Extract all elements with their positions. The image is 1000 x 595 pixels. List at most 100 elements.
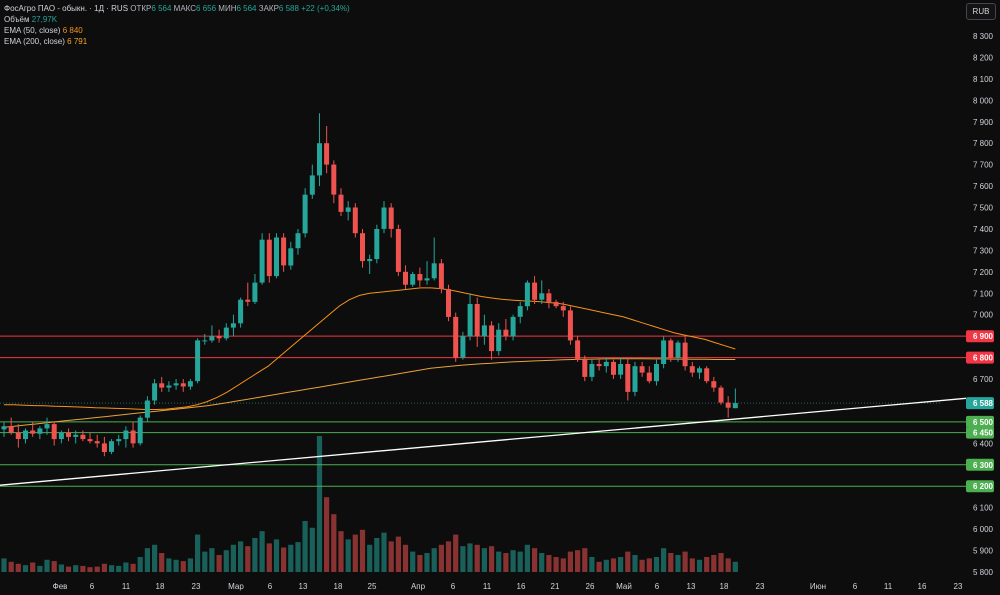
open-value: 6 564 [151,4,172,13]
currency-button[interactable]: RUB [966,3,996,20]
volume-bar [618,557,624,572]
volume-bar [539,553,545,572]
candle [446,284,451,322]
price-tick-label: 7 700 [973,161,994,170]
close-label: ЗАКР [258,4,279,13]
candle [360,229,365,268]
volume-bar [661,548,667,572]
candle-body [309,175,315,195]
volume-bar [431,548,437,572]
candle [532,276,538,304]
candle-body [732,403,738,409]
candle [704,366,710,384]
candle-body [15,432,21,439]
price-tick-label: 6 000 [973,525,994,534]
price-tick-label: 6 100 [973,504,994,513]
volume-bar [453,534,459,572]
candle [101,436,107,457]
candle-body [446,289,451,317]
candle [503,319,509,341]
candle-body [539,293,545,300]
volume-bar [718,553,724,572]
candle-body [697,368,702,373]
candle [517,301,523,324]
volume-bar [503,553,509,572]
legend-ema200-row[interactable]: EMA (200, close) 6 791 [4,36,350,47]
candle-body [481,325,487,337]
candle-body [582,359,588,377]
candle-body [94,441,100,444]
candle [195,338,201,384]
candle-body [288,248,294,266]
legend-volume-row[interactable]: Объём 27,97K [4,14,350,25]
volume-bar [460,546,466,572]
volume-bar [288,544,294,572]
volume-bar [732,561,738,572]
volume-bar [567,551,573,572]
candle-body [632,366,638,392]
candle [274,233,279,279]
candle-body [668,340,674,358]
candle-body [73,434,79,437]
time-tick-label: 11 [884,582,893,591]
candle-body [596,364,602,367]
candle [582,355,588,382]
volume-bar [80,565,86,572]
volume-bar [123,562,129,572]
candle [453,312,459,362]
volume-bar [101,563,107,572]
price-tick-label: 7 400 [973,225,994,234]
candle-body [403,271,408,285]
time-tick-label: 6 [655,582,660,591]
time-tick-label: 18 [156,582,165,591]
candle [123,426,129,448]
volume-bar [517,551,523,572]
price-tick-label: 5 800 [973,568,994,577]
volume-bar [532,548,538,572]
level-price-tag [966,415,994,428]
volume-bar [22,565,29,572]
price-tick-label: 7 200 [973,268,994,277]
candle-body [8,426,14,433]
candle [438,259,444,294]
candle [80,430,86,442]
time-tick-label: 6 [268,582,273,591]
candle-body [367,259,373,262]
candle [697,366,702,379]
volume-bar [116,565,122,572]
volume-bar [668,553,674,572]
time-tick-label: 23 [954,582,963,591]
volume-bar [474,544,480,572]
time-tick-label: 13 [687,582,696,591]
candle-body [395,229,401,272]
candle [395,224,401,277]
candle [618,357,624,379]
candle-body [238,299,244,324]
level-price-tag [966,426,994,439]
time-tick-label: 13 [299,582,308,591]
candle [259,233,265,285]
candle-body [144,400,150,418]
candle [230,314,236,337]
symbol-title[interactable]: ФосАгро ПАО - обыкн. · 1Д · RUS [4,4,129,13]
candle-body [252,282,258,302]
volume-bar [653,557,660,572]
volume-bar [130,563,136,572]
candle-body [216,336,222,339]
volume-bar [445,541,452,572]
candle [510,314,516,341]
candle [187,379,193,390]
candle [137,415,143,446]
candle [281,233,287,272]
candle-body [180,383,186,387]
volume-bar [216,555,222,572]
volume-value: 27,97K [31,15,58,24]
legend-ema50-row[interactable]: EMA (50, close) 6 840 [4,25,350,36]
candle [159,376,165,392]
candle [711,376,717,392]
candle [567,306,573,345]
candle [611,359,616,379]
price-tick-label: 8 000 [973,96,994,105]
candle [87,432,93,444]
